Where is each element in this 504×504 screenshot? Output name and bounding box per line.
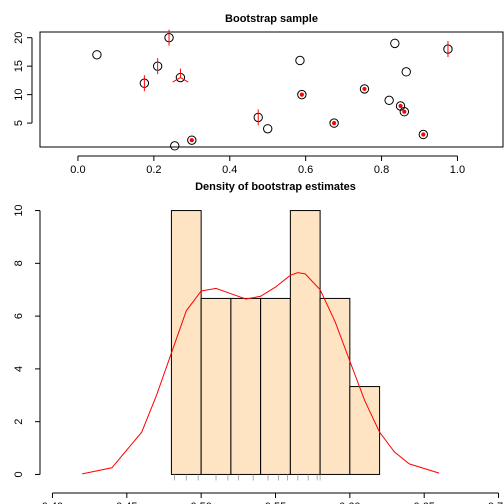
x-tick-label: 0.0 <box>70 164 85 176</box>
sample-point <box>92 50 102 60</box>
bootstrap-sample-panel: Bootstrap sample 0.0 0.2 0.4 0.6 0.8 1.0 5 10 15 2… <box>13 13 504 176</box>
sample-point <box>297 89 307 100</box>
y-tick-label: 8 <box>13 260 25 266</box>
y-tick-label: 20 <box>13 32 25 44</box>
bootstrap-density-panel: Density of bootstrap estimates 0 2 4 6 8 10 0.4… <box>13 181 504 504</box>
resample-dot <box>299 92 304 97</box>
sample-point <box>295 55 305 66</box>
sample-point <box>170 141 180 151</box>
x-tick-label: 0.8 <box>374 164 389 176</box>
resample-dot <box>332 120 337 126</box>
histogram-bar <box>319 297 351 475</box>
x-tick-label: 0.2 <box>146 164 161 176</box>
density-curve <box>82 272 440 475</box>
sample-point <box>399 107 410 117</box>
resample-petal <box>180 77 189 83</box>
sample-point <box>187 135 197 145</box>
y-tick-label: 6 <box>13 313 25 319</box>
histogram-bar <box>200 297 232 475</box>
y-tick-label: 10 <box>13 204 25 216</box>
x-tick-label: 0.65 <box>413 501 434 504</box>
x-tick-label: 0.45 <box>116 501 137 504</box>
sample-point <box>401 67 411 77</box>
x-tick-label: 0.4 <box>222 164 237 176</box>
resample-dot <box>362 86 367 92</box>
x-tick-label: 0.60 <box>339 501 360 504</box>
resample-dot <box>421 132 426 137</box>
histogram-bar <box>230 297 262 475</box>
sample-point <box>418 129 429 140</box>
y-tick-label: 4 <box>13 366 25 372</box>
histogram-bar <box>260 297 291 475</box>
chart-title: Density of bootstrap estimates <box>195 181 356 193</box>
plot-frame <box>39 31 504 148</box>
resample-dot <box>189 138 194 143</box>
sample-point <box>390 38 400 49</box>
y-tick-label: 2 <box>13 419 25 425</box>
x-tick-label: 1.0 <box>450 164 465 176</box>
x-tick-label: 0.55 <box>265 501 286 504</box>
sample-point <box>359 84 370 94</box>
histogram-bar <box>289 210 321 475</box>
resample-dot <box>402 109 407 114</box>
histogram-bar <box>170 210 202 475</box>
y-tick-label: 10 <box>13 88 25 100</box>
x-tick-label: 0.6 <box>298 164 313 176</box>
y-tick-label: 0 <box>13 471 25 477</box>
y-tick-label: 15 <box>13 60 25 72</box>
sample-point <box>329 118 339 128</box>
x-tick-label: 0.50 <box>190 501 211 504</box>
x-tick-label: 0.70 <box>488 501 504 504</box>
sample-point <box>384 95 394 106</box>
resample-dot <box>398 103 403 109</box>
resample-petal <box>172 77 181 83</box>
x-tick-label: 0.40 <box>42 501 63 504</box>
y-tick-label: 5 <box>13 120 25 126</box>
sample-point <box>263 124 273 134</box>
chart-title: Bootstrap sample <box>225 13 318 25</box>
